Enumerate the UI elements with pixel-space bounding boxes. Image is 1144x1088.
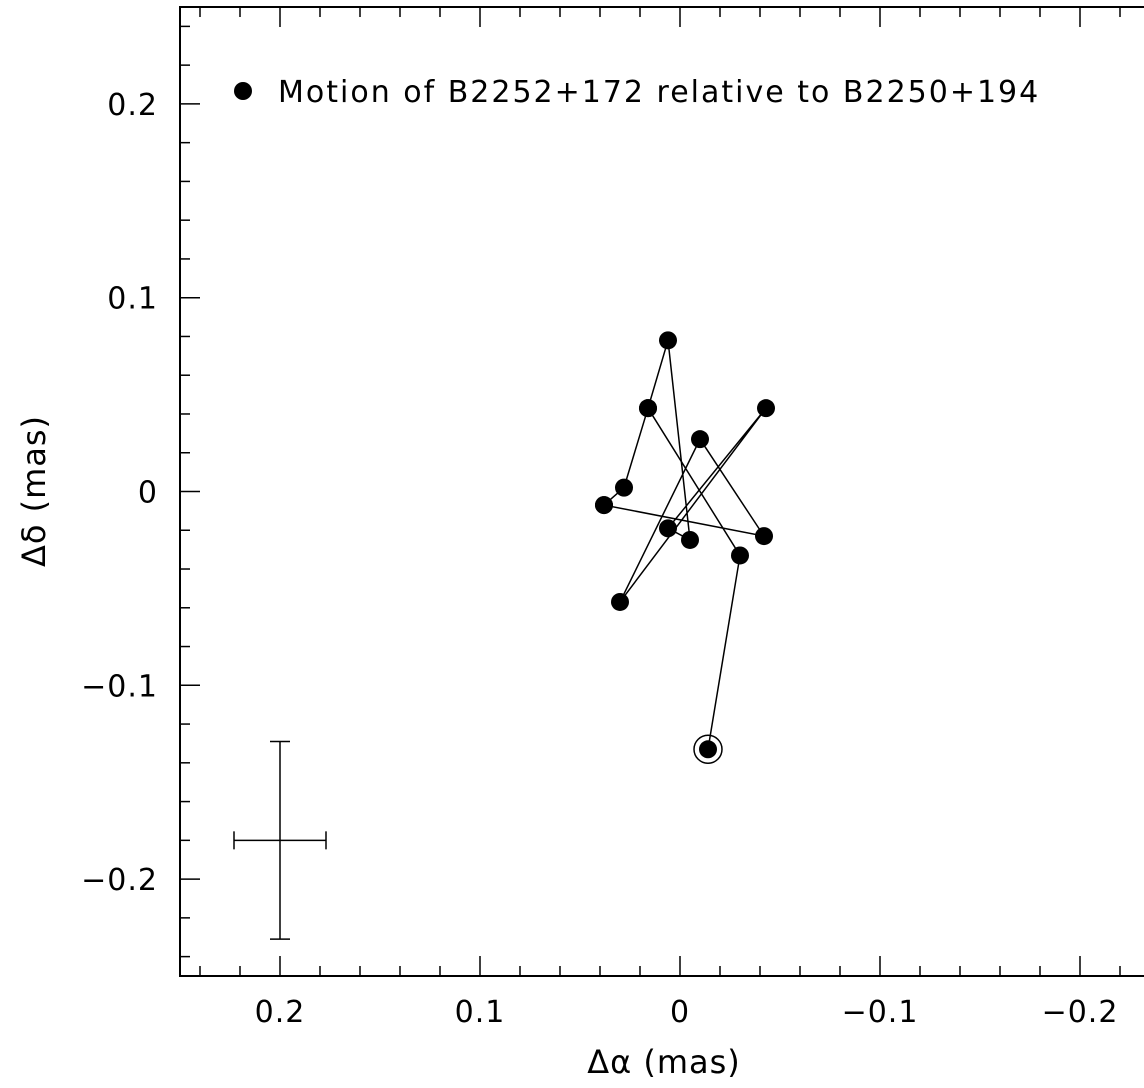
x-tick-label: −0.2: [1042, 995, 1119, 1030]
x-tick-label: 0.2: [255, 995, 306, 1030]
data-point: [659, 519, 677, 538]
data-point: [699, 740, 717, 759]
y-tick-label: 0.1: [107, 282, 158, 317]
x-tick-label: −0.1: [842, 995, 919, 1030]
series-line: [647, 407, 741, 750]
data-point: [757, 399, 775, 418]
y-tick-label: 0.2: [107, 88, 158, 123]
y-tick-label: −0.2: [81, 863, 158, 898]
data-point: [615, 478, 633, 497]
data-point: [691, 430, 709, 449]
error-bar: [233, 740, 327, 940]
data-point: [639, 399, 657, 418]
data-point: [681, 530, 699, 549]
x-tick-label: 0.1: [455, 995, 506, 1030]
data-point: [659, 331, 677, 350]
x-axis-label: Δα (mas): [587, 1043, 741, 1081]
axis-ticks: [180, 7, 1121, 976]
highlighted-point-ring: [693, 734, 723, 765]
plot-frame: [179, 6, 1144, 977]
data-point: [595, 496, 613, 515]
legend-marker: [234, 82, 252, 100]
y-tick-label: −0.1: [81, 669, 158, 704]
y-tick-label: 0: [138, 476, 158, 511]
data-series: [595, 331, 775, 765]
legend-label: Motion of B2252+172 relative to B2250+19…: [278, 75, 1040, 110]
axis-tick-labels: 0.2 0.1 0 −0.1 −0.2 0.2 0.1 0 −0.1 −0.2: [81, 88, 1119, 1030]
y-axis-label: Δδ (mas): [15, 415, 53, 567]
x-tick-label: 0: [670, 995, 690, 1030]
legend: Motion of B2252+172 relative to B2250+19…: [234, 75, 1040, 110]
data-point: [731, 546, 749, 565]
data-point: [611, 592, 629, 611]
data-point: [755, 527, 773, 546]
